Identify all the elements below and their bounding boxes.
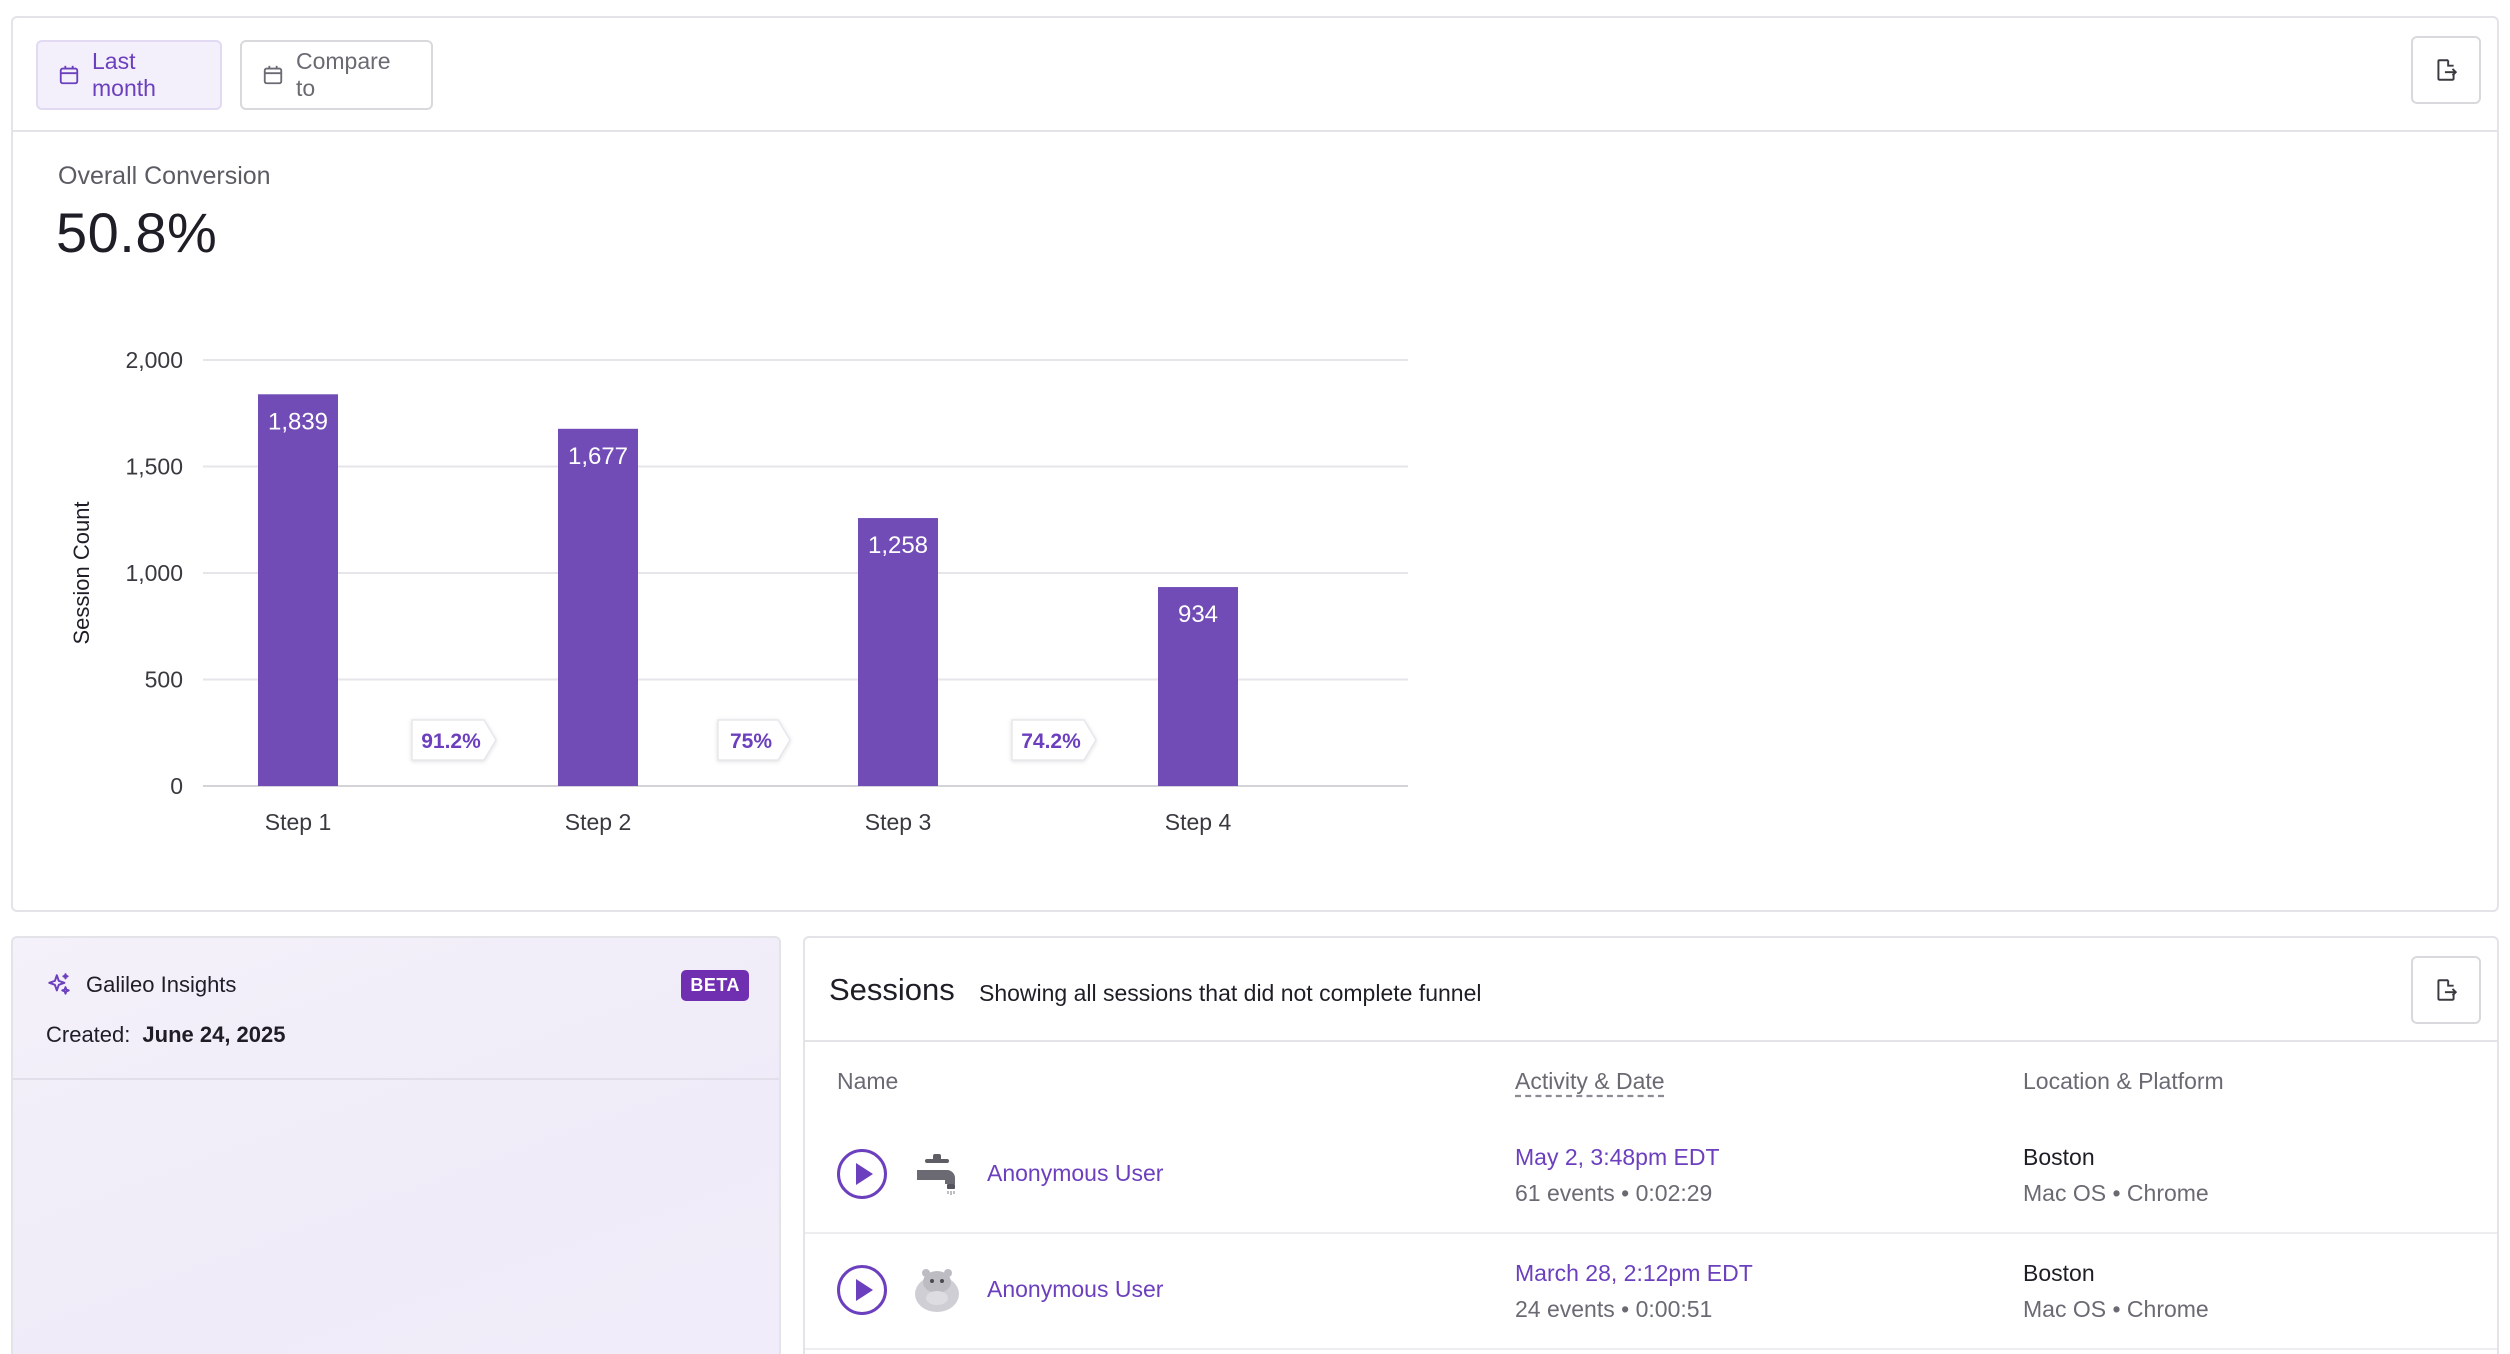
- session-meta: 24 events • 0:00:51: [1515, 1296, 1713, 1322]
- session-date: March 28, 2:12pm EDT: [1515, 1260, 1753, 1286]
- export-sessions-button[interactable]: [2411, 956, 2481, 1024]
- x-tick-label: Step 1: [265, 809, 332, 835]
- created-label: Created:: [46, 1022, 131, 1047]
- date-range-button[interactable]: Last month: [36, 40, 222, 110]
- calendar-icon: [59, 65, 79, 85]
- sparkle-icon: [48, 973, 70, 995]
- y-tick-label: 1,500: [125, 454, 183, 480]
- export-funnel-button[interactable]: [2411, 36, 2481, 104]
- session-platform: Mac OS • Chrome: [2023, 1180, 2209, 1206]
- conversion-tag: [411, 719, 497, 761]
- conversion-tag: [1011, 719, 1097, 761]
- column-header-activity[interactable]: Activity & Date: [1515, 1068, 1665, 1094]
- session-events: 61 events: [1515, 1180, 1615, 1206]
- sessions-title: Sessions: [829, 972, 955, 1007]
- date-range-label: Last month: [92, 48, 156, 101]
- insights-title: Galileo Insights: [46, 972, 236, 998]
- bar: [858, 518, 938, 786]
- compare-to-button[interactable]: Compare to: [240, 40, 433, 110]
- play-icon[interactable]: [836, 1264, 888, 1316]
- x-tick-label: Step 2: [565, 809, 632, 835]
- session-os: Mac OS: [2023, 1180, 2107, 1206]
- overall-conversion-value: 50.8%: [56, 201, 218, 264]
- user-name-link[interactable]: Anonymous User: [987, 1276, 1164, 1302]
- insights-title-text: Galileo Insights: [86, 972, 237, 997]
- bar-value-label: 1,677: [568, 443, 628, 470]
- bar: [558, 428, 638, 786]
- table-row[interactable]: Anonymous User May 2, 3:48pm EDT 61 even…: [805, 1118, 2497, 1234]
- play-icon[interactable]: [836, 1148, 888, 1200]
- sessions-card: Sessions Showing all sessions that did n…: [803, 936, 2499, 1354]
- beta-badge: BETA: [681, 970, 749, 1001]
- compare-to-label: Compare to: [296, 48, 391, 101]
- session-os: Mac OS: [2023, 1296, 2107, 1322]
- insights-created: Created: June 24, 2025: [46, 1022, 286, 1048]
- session-platform: Mac OS • Chrome: [2023, 1296, 2209, 1322]
- user-name-link[interactable]: Anonymous User: [987, 1160, 1164, 1186]
- insights-header: Galileo Insights BETA Created: June 24, 2…: [13, 938, 779, 1080]
- column-header-name: Name: [837, 1068, 899, 1094]
- session-duration: 0:02:29: [1635, 1180, 1713, 1206]
- export-icon: [2437, 979, 2458, 1001]
- y-tick-label: 2,000: [125, 347, 183, 373]
- x-tick-label: Step 3: [865, 809, 932, 835]
- conversion-rate-label: 91.2%: [421, 730, 481, 753]
- funnel-bar-chart: 0 500 1,000 1,500 2,000 Session Count 1,839 Ste…: [69, 347, 1408, 835]
- session-city: Boston: [2023, 1260, 2095, 1286]
- conversion-tag: [717, 719, 791, 761]
- session-events: 24 events: [1515, 1296, 1615, 1322]
- calendar-icon: [263, 65, 283, 85]
- y-tick-label: 1,000: [125, 560, 183, 586]
- session-duration: 0:00:51: [1635, 1296, 1713, 1322]
- bar: [1158, 587, 1238, 786]
- funnel-card: Last month Compare to Overall Conversion…: [11, 16, 2499, 912]
- export-icon: [2437, 59, 2458, 81]
- session-meta: 61 events • 0:02:29: [1515, 1180, 1713, 1206]
- galileo-insights-card: Galileo Insights BETA Created: June 24, 2…: [11, 936, 781, 1354]
- session-date: May 2, 3:48pm EDT: [1515, 1144, 1720, 1170]
- x-tick-label: Step 4: [1165, 809, 1232, 835]
- faucet-icon: [917, 1154, 955, 1195]
- funnel-toolbar: Last month Compare to: [13, 18, 2497, 132]
- created-date: June 24, 2025: [142, 1022, 286, 1047]
- bar-value-label: 1,258: [868, 532, 928, 559]
- sessions-header: Sessions Showing all sessions that did n…: [805, 938, 2497, 1042]
- y-tick-label: 500: [145, 667, 183, 693]
- hippo-icon: [915, 1269, 959, 1312]
- session-city: Boston: [2023, 1144, 2095, 1170]
- bar-value-label: 1,839: [268, 408, 328, 435]
- session-browser: Chrome: [2126, 1296, 2209, 1322]
- bar: [258, 394, 338, 786]
- conversion-rate-label: 75%: [730, 730, 772, 753]
- session-browser: Chrome: [2126, 1180, 2209, 1206]
- table-row[interactable]: Anonymous User March 28, 2:12pm EDT 24 e…: [805, 1234, 2497, 1350]
- bar-value-label: 934: [1178, 601, 1218, 628]
- sessions-subtitle: Showing all sessions that did not comple…: [979, 980, 1482, 1006]
- column-header-location: Location & Platform: [2023, 1068, 2224, 1094]
- y-tick-label: 0: [170, 773, 183, 799]
- y-axis-label: Session Count: [69, 501, 94, 644]
- conversion-rate-label: 74.2%: [1021, 730, 1081, 753]
- overall-conversion-label: Overall Conversion: [58, 162, 271, 190]
